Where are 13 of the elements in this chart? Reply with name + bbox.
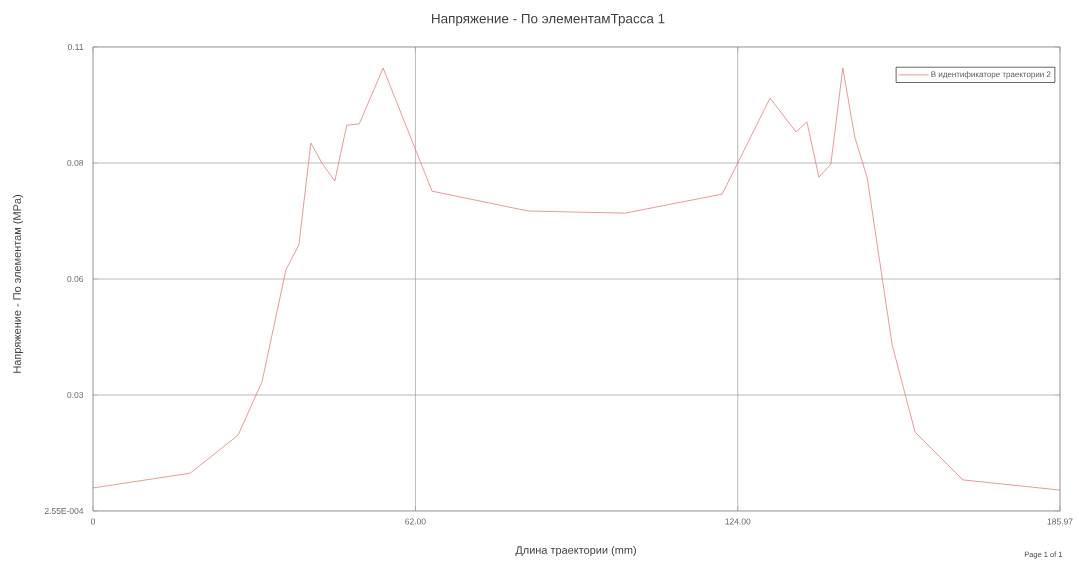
x-tick-label: 124.00 xyxy=(725,518,751,525)
y-tick-label: 0.03 xyxy=(67,392,84,398)
x-tick-label: 0 xyxy=(90,518,96,525)
x-axis-title: Длина траектории (mm) xyxy=(515,545,636,557)
y-axis-title: Напряжение - По элементам (MPa) xyxy=(12,195,24,373)
x-tick-label: 185.97 xyxy=(1047,518,1073,525)
y-tick-label: 0.11 xyxy=(67,43,84,50)
y-tick-label: 0.08 xyxy=(67,160,84,166)
line-series xyxy=(92,67,1061,491)
y-tick-label: 2.55E-004 xyxy=(44,507,84,514)
chart-title: Напряжение - По элементамТрасса 1 xyxy=(432,13,665,27)
x-tick-label: 62.00 xyxy=(405,518,426,525)
y-tick-label: 0.06 xyxy=(67,276,84,283)
